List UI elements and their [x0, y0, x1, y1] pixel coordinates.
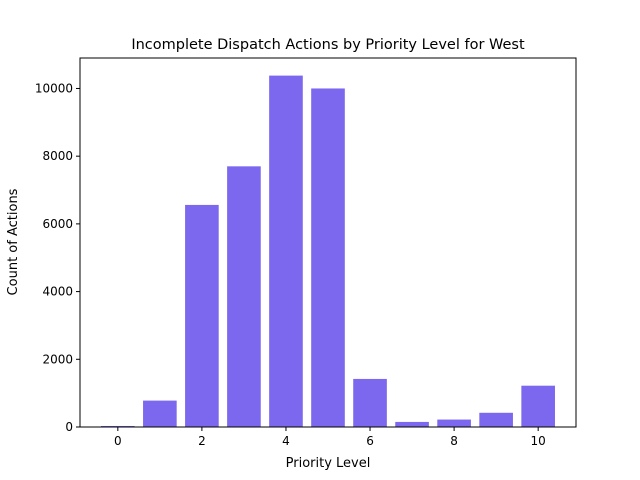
bar-priority-8	[437, 419, 471, 427]
y-tick-label: 8000	[42, 149, 73, 163]
bar-priority-5	[311, 88, 345, 427]
x-tick-label: 4	[282, 434, 290, 448]
bar-priority-4	[269, 75, 303, 427]
x-tick-label: 8	[450, 434, 458, 448]
bar-priority-9	[479, 412, 513, 427]
bars-group	[101, 75, 555, 428]
x-tick-label: 0	[114, 434, 122, 448]
y-axis-label: Count of Actions	[6, 188, 21, 295]
y-tick-label: 10000	[35, 81, 73, 95]
x-tick-label: 2	[198, 434, 206, 448]
bar-priority-3	[227, 166, 261, 428]
bar-priority-7	[395, 421, 429, 427]
bar-priority-2	[185, 204, 219, 427]
y-tick-label: 4000	[42, 285, 73, 299]
y-tick-label: 2000	[42, 352, 73, 366]
bar-priority-6	[353, 378, 387, 427]
bar-priority-1	[143, 400, 177, 427]
x-axis-label: Priority Level	[286, 456, 371, 471]
chart-title: Incomplete Dispatch Actions by Priority …	[131, 37, 525, 53]
x-axis-ticks: 0 2 4 6 8 10	[114, 427, 546, 448]
x-tick-label: 10	[531, 434, 546, 448]
bar-priority-10	[521, 385, 555, 427]
y-tick-label: 0	[65, 420, 73, 434]
plot-frame	[79, 57, 577, 428]
bar-priority-0	[101, 425, 135, 427]
y-tick-label: 6000	[42, 217, 73, 231]
x-tick-label: 6	[366, 434, 374, 448]
y-axis-ticks: 0 2000 4000 6000 8000 10000	[35, 81, 80, 434]
